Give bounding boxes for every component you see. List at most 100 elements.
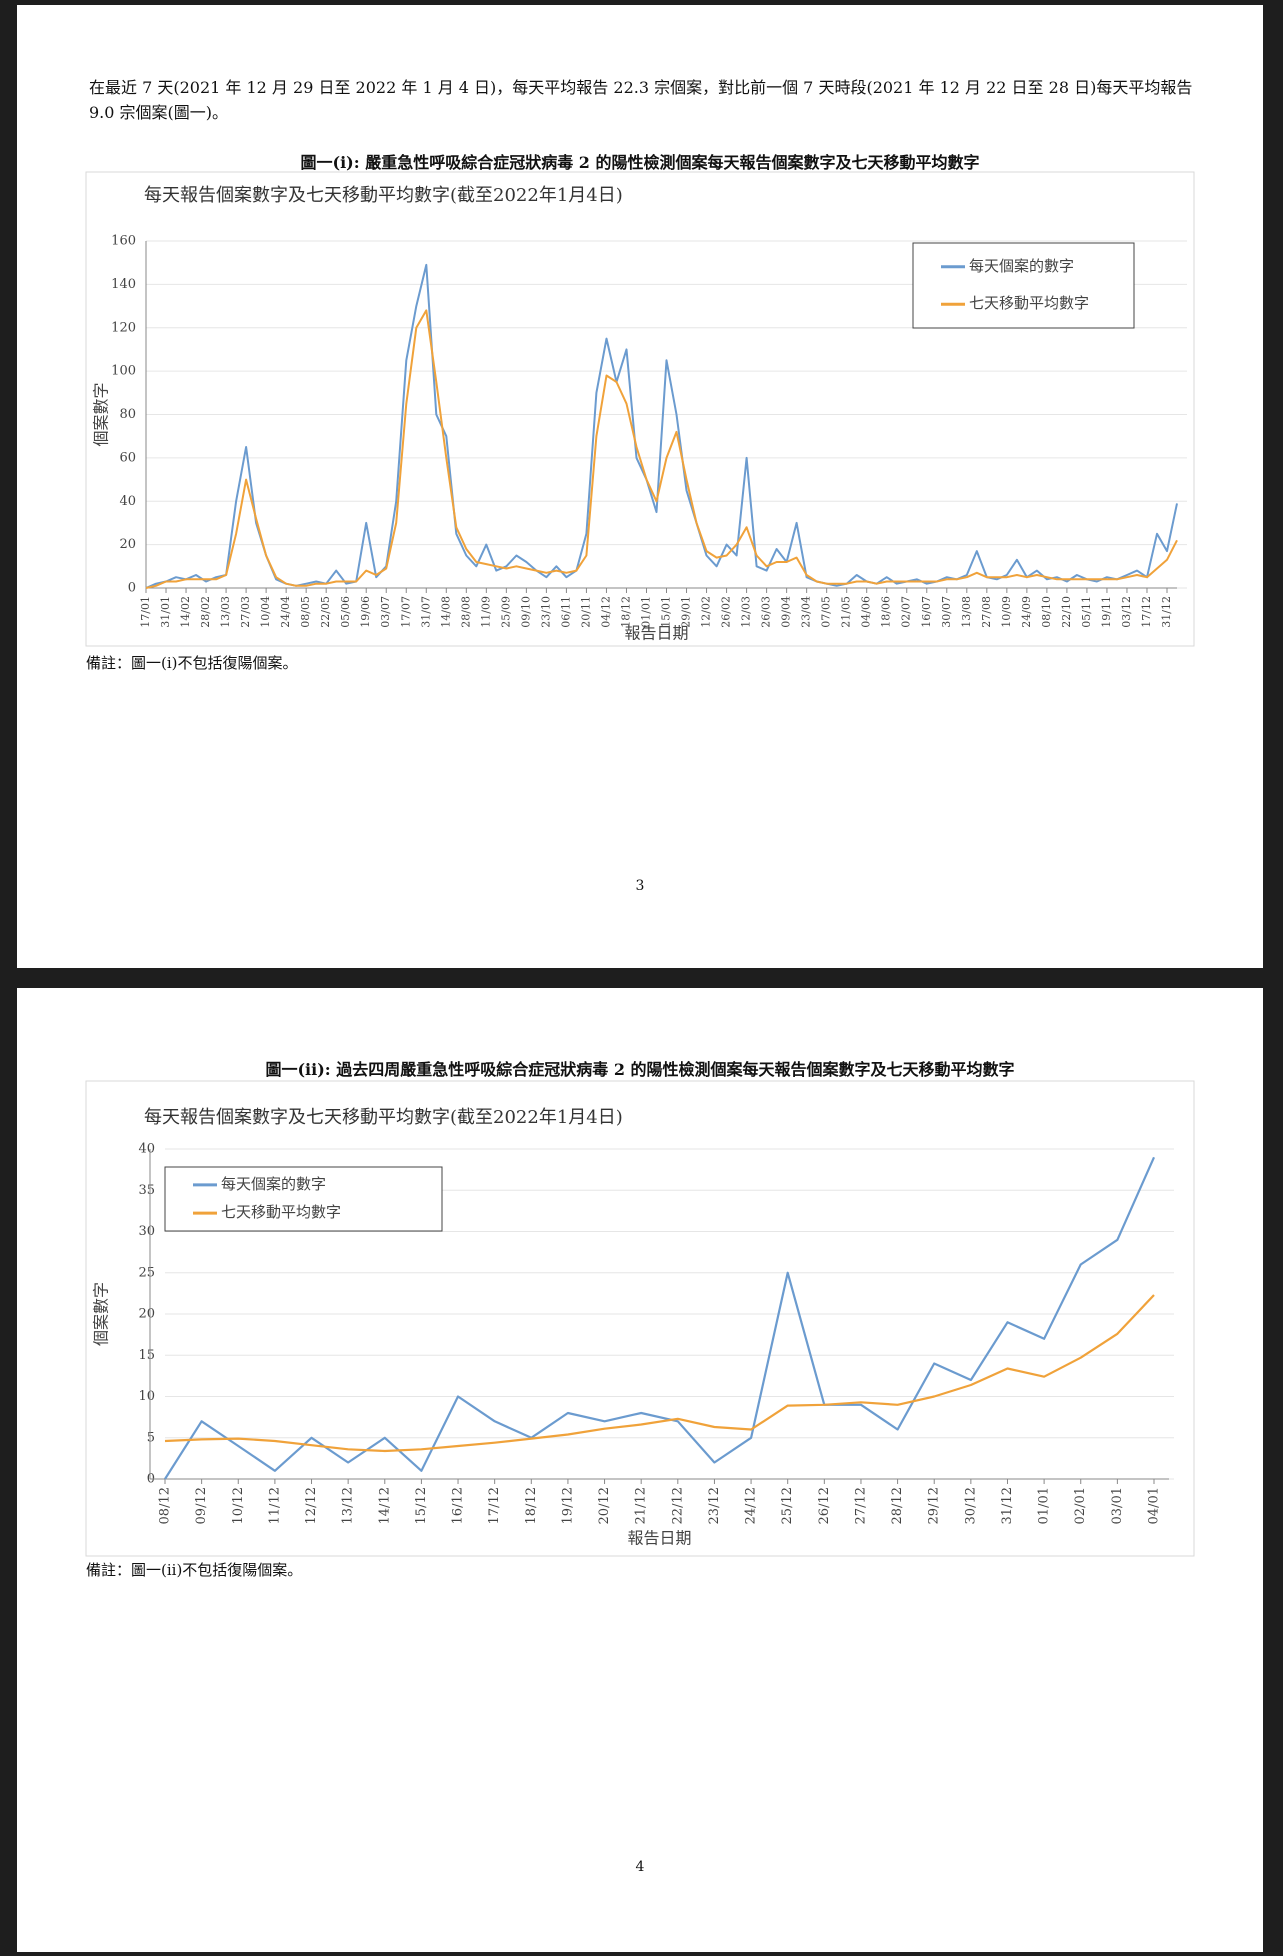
x-tick-label: 10/04: [259, 596, 272, 628]
x-tick-label: 12/12: [304, 1487, 319, 1524]
x-tick-label: 20/12: [597, 1487, 612, 1524]
x-tick-label: 01/01: [639, 596, 652, 628]
series-line: [145, 309, 1178, 589]
x-tick-label: 18/06: [880, 596, 893, 628]
x-tick-label: 26/02: [720, 596, 733, 628]
note: 備註：圖一(ii)不包括復陽個案。: [86, 1561, 303, 1579]
x-tick-label: 23/04: [800, 596, 813, 628]
y-tick-label: 5: [147, 1430, 155, 1445]
x-tick-label: 16/07: [920, 596, 933, 628]
x-tick-label: 11/12: [267, 1487, 282, 1524]
page-number: 3: [635, 878, 645, 894]
legend-label: 每天個案的數字: [221, 1175, 326, 1193]
x-tick-label: 10/09: [1000, 596, 1013, 628]
x-tick-label: 07/05: [820, 596, 833, 628]
x-tick-label: 31/12: [1160, 596, 1173, 628]
x-tick-label: 06/11: [559, 596, 572, 628]
x-tick-label: 19/06: [359, 596, 372, 628]
y-tick-label: 10: [138, 1389, 155, 1404]
x-tick-label: 28/02: [199, 596, 212, 628]
x-tick-label: 01/01: [1037, 1487, 1052, 1524]
x-tick-label: 19/11: [1100, 596, 1113, 628]
x-tick-label: 27/08: [980, 596, 993, 628]
x-tick-label: 15/01: [660, 596, 673, 628]
x-tick-label: 05/11: [1080, 596, 1093, 628]
x-tick-label: 21/12: [634, 1487, 649, 1524]
y-tick-label: 25: [138, 1265, 155, 1280]
x-tick-label: 24/12: [744, 1487, 759, 1524]
x-tick-label: 17/01: [139, 596, 152, 628]
figure-caption: 圖一(i): 嚴重急性呼吸綜合症冠狀病毒 2 的陽性檢測個案每天報告個案數字及七…: [300, 153, 980, 172]
x-tick-label: 26/12: [817, 1487, 832, 1524]
series-line: [164, 1294, 1155, 1453]
y-tick-label: 80: [119, 407, 136, 422]
x-tick-label: 24/04: [279, 596, 292, 628]
x-tick-label: 02/01: [1073, 1487, 1088, 1524]
y-tick-label: 120: [111, 320, 136, 335]
y-tick-label: 40: [138, 1142, 155, 1157]
x-tick-label: 11/09: [479, 596, 492, 628]
x-tick-label: 18/12: [524, 1487, 539, 1524]
x-tick-label: 22/12: [670, 1487, 685, 1524]
x-tick-label: 17/12: [487, 1487, 502, 1524]
x-tick-label: 31/07: [419, 596, 432, 628]
chart-title: 每天報告個案數字及七天移動平均數字(截至2022年1月4日): [144, 1107, 623, 1128]
x-tick-label: 14/02: [179, 596, 192, 628]
x-tick-label: 21/05: [840, 596, 853, 628]
x-tick-label: 13/08: [960, 596, 973, 628]
x-tick-label: 04/06: [860, 596, 873, 628]
x-tick-label: 29/12: [927, 1487, 942, 1524]
y-tick-label: 20: [119, 537, 136, 552]
x-tick-label: 30/07: [940, 596, 953, 628]
x-tick-label: 09/12: [194, 1487, 209, 1524]
y-tick-label: 140: [111, 277, 136, 292]
y-tick-label: 160: [111, 234, 136, 249]
series-line: [164, 1156, 1156, 1480]
x-tick-label: 26/03: [760, 596, 773, 628]
x-tick-label: 09/04: [780, 596, 793, 628]
series-line: [145, 263, 1178, 589]
x-tick-label: 14/08: [439, 596, 452, 628]
x-axis-label: 報告日期: [624, 624, 688, 643]
x-tick-label: 04/12: [599, 596, 612, 628]
x-tick-label: 09/10: [519, 596, 532, 628]
y-tick-label: 60: [119, 450, 136, 465]
y-tick-label: 30: [138, 1224, 155, 1239]
y-axis-label: 個案數字: [92, 1282, 111, 1346]
y-tick-label: 15: [138, 1348, 155, 1363]
y-tick-label: 100: [111, 364, 136, 379]
x-tick-label: 31/01: [159, 596, 172, 628]
x-tick-label: 03/12: [1120, 596, 1133, 628]
x-tick-label: 28/08: [459, 596, 472, 628]
x-tick-label: 19/12: [560, 1487, 575, 1524]
x-tick-label: 22/10: [1060, 596, 1073, 628]
x-tick-label: 08/10: [1040, 596, 1053, 628]
x-tick-label: 15/12: [414, 1487, 429, 1524]
legend-label: 七天移動平均數字: [969, 294, 1089, 312]
y-tick-label: 40: [119, 494, 136, 509]
y-tick-label: 20: [138, 1307, 155, 1322]
legend-label: 每天個案的數字: [969, 257, 1074, 275]
x-tick-label: 29/01: [680, 596, 693, 628]
paragraph: 在最近 7 天(2021 年 12 月 29 日至 2022 年 1 月 4 日…: [89, 78, 1193, 122]
x-tick-label: 10/12: [231, 1487, 246, 1524]
x-tick-label: 25/12: [780, 1487, 795, 1524]
x-tick-label: 18/12: [619, 596, 632, 628]
x-tick-label: 17/12: [1140, 596, 1153, 628]
x-tick-label: 25/09: [499, 596, 512, 628]
legend: [164, 1166, 443, 1232]
x-tick-label: 16/12: [451, 1487, 466, 1524]
x-tick-label: 12/02: [700, 596, 713, 628]
y-axis-label: 個案數字: [92, 382, 111, 446]
x-tick-label: 12/03: [740, 596, 753, 628]
x-tick-label: 13/03: [219, 596, 232, 628]
x-tick-label: 14/12: [377, 1487, 392, 1524]
y-tick-label: 0: [128, 581, 136, 596]
x-tick-label: 28/12: [890, 1487, 905, 1524]
x-tick-label: 03/01: [1110, 1487, 1125, 1524]
x-tick-label: 31/12: [1000, 1487, 1015, 1524]
x-tick-label: 23/10: [539, 596, 552, 628]
page-number: 4: [635, 1859, 645, 1875]
